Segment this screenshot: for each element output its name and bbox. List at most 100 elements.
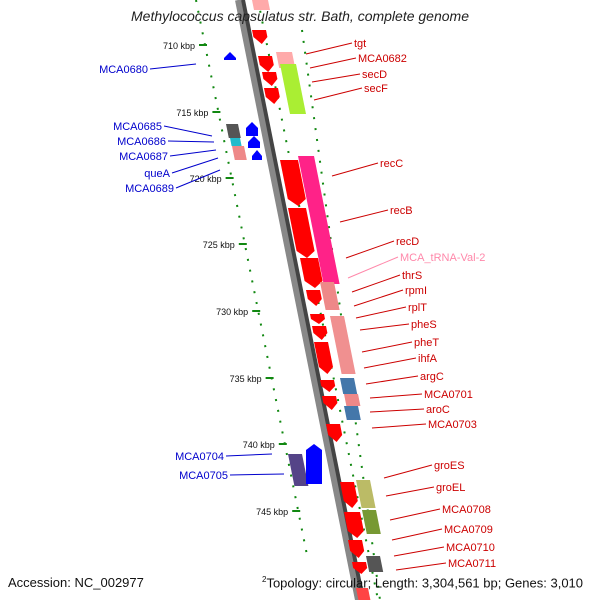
gene-arrow-tgt (252, 30, 268, 44)
plus-leader-line (351, 274, 401, 293)
plus-gene-label: rplT (408, 302, 427, 314)
minus-leader-line (171, 157, 219, 174)
plus-gene-label: MCA0708 (442, 504, 491, 516)
gene-block-top-partial (252, 0, 270, 10)
plus-leader-line (369, 408, 425, 413)
plus-gene-label: rpmI (405, 285, 427, 297)
minus-leader-line (149, 63, 197, 70)
ruler-tick-label: 720 kbp (190, 174, 222, 184)
plus-gene-label: aroC (426, 404, 450, 416)
gene-block-mca0708 (362, 510, 381, 534)
gene-block-mca0704 (288, 454, 309, 486)
ruler-tick-label: 715 kbp (176, 108, 208, 118)
backbone-line (235, 0, 361, 600)
gene-arrow-mca0703 (326, 424, 343, 442)
plus-leader-line (311, 73, 361, 83)
gene-block-groel (356, 480, 376, 508)
plus-gene-label: groES (434, 460, 465, 472)
genome-title: Methylococcus capsulatus str. Bath, comp… (131, 8, 469, 24)
plus-leader-line (331, 162, 379, 177)
gene-arrow-mca0701 (322, 396, 338, 410)
gene-block-phet (330, 316, 356, 374)
minus-gene-label: MCA0689 (125, 183, 174, 195)
gene-block-mca0701 (344, 394, 361, 406)
gene-arrow-mca0708 (344, 512, 364, 538)
plus-gene-label: secD (362, 69, 387, 81)
plus-leader-line (395, 562, 447, 571)
gene-arrow-quea (246, 122, 258, 136)
accession-label: Accession: NC_002977 (8, 575, 144, 590)
gene-arrow-mca0682 (258, 56, 274, 72)
minus-leader-line (169, 149, 217, 157)
ruler-tick-label: 730 kbp (216, 307, 248, 317)
ruler-tick-label: 710 kbp (163, 41, 195, 51)
gene-block-bottom-partial (356, 588, 371, 600)
gene-arrow-rplt (312, 326, 328, 340)
plus-leader-line (389, 508, 441, 521)
plus-gene-label: MCA0703 (428, 419, 477, 431)
plus-leader-line (391, 528, 443, 541)
minus-leader-line (229, 473, 285, 476)
plus-leader-line (309, 57, 357, 69)
plus-gene-label: tgt (354, 38, 366, 50)
minus-leader-line (175, 169, 221, 189)
gene-block-recb (298, 156, 340, 284)
gene-block-aroc (344, 406, 361, 420)
plus-leader-line (361, 341, 413, 353)
backbone-shadow (239, 0, 365, 600)
gene-arrow-thrs (306, 290, 322, 306)
gene-arrow-mca0689 (248, 136, 260, 148)
plus-leader-line (355, 306, 407, 319)
plus-gene-label: argC (420, 371, 444, 383)
gene-block-mca0687 (232, 146, 247, 160)
plus-leader-line (385, 486, 435, 497)
gene-block-thrs (320, 282, 340, 310)
topology-footnote-mark: 2 (262, 575, 267, 584)
minus-leader-line (225, 453, 273, 457)
minus-gene-label: MCA0704 (175, 451, 224, 463)
gene-arrow-mca0705 (306, 444, 322, 484)
plus-leader-line (347, 256, 399, 279)
minus-gene-label: MCA0687 (119, 151, 168, 163)
gene-arrow-secd (262, 72, 278, 86)
plus-gene-label: pheS (411, 319, 437, 331)
plus-leader-line (353, 289, 404, 307)
ruler-tick-label: 725 kbp (203, 240, 235, 250)
plus-leader-line (393, 546, 445, 557)
minus-gene-label: MCA0686 (117, 136, 166, 148)
gene-block-mca0710 (366, 556, 384, 572)
gene-arrow-phes (314, 342, 333, 374)
topology-info: 2Topology: circular; Length: 3,304,561 b… (262, 575, 583, 590)
plus-leader-line (339, 209, 389, 223)
topology-label: Topology: circular; Length: 3,304,561 bp… (266, 575, 584, 591)
plus-gene-label: ihfA (418, 353, 438, 365)
plus-gene-label: MCA0709 (444, 524, 493, 536)
plus-leader-line (365, 375, 419, 385)
gene-block-mca0685 (226, 124, 241, 138)
plus-gene-label: MCA_tRNA-Val-2 (400, 252, 485, 264)
plus-gene-label: thrS (402, 270, 422, 282)
plus-leader-line (305, 42, 353, 55)
plus-gene-label: MCA0682 (358, 53, 407, 65)
gene-block-secd (280, 64, 306, 114)
gene-block-mca0686 (230, 138, 242, 146)
gene-arrow-rpmi (310, 314, 325, 324)
plus-gene-label: recB (390, 205, 413, 217)
gene-arrow-recb (288, 208, 315, 258)
gene-arrow-mca0680 (224, 52, 236, 60)
plus-gene-label: groEL (436, 482, 465, 494)
plus-gene-label: secF (364, 83, 388, 95)
gene-block-argc (340, 378, 358, 394)
minus-leader-line (163, 125, 213, 137)
plus-leader-line (369, 393, 423, 399)
gene-arrow-recc (280, 160, 306, 206)
ruler-tick-label: 745 kbp (256, 507, 288, 517)
plus-leader-line (363, 357, 417, 369)
plus-leader-line (345, 240, 395, 259)
gene-arrow-groes (340, 482, 358, 508)
plus-gene-label: MCA0711 (448, 558, 496, 570)
minus-gene-label: MCA0680 (99, 64, 148, 76)
outer-track-line (301, 29, 381, 600)
